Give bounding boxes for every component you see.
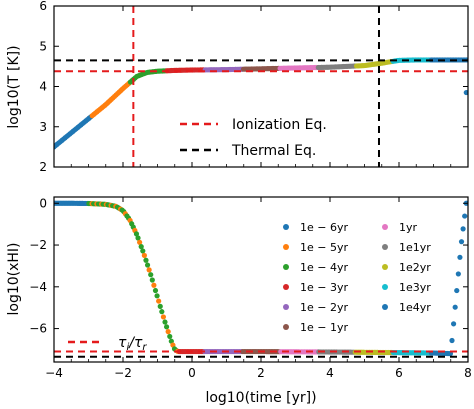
xhi-data-point	[165, 329, 171, 335]
series-legend-label: 1e − 4yr	[300, 261, 348, 274]
xhi-data-point	[152, 287, 159, 294]
xhi-panel: −4 −2 0 2 4 6 8 0 −2 −4 −6 log10(xHI) log10(time […	[6, 196, 472, 406]
temperature-y-tick-label: 5	[39, 39, 47, 53]
xhi-data-point	[137, 239, 143, 245]
xhi-data-point	[144, 262, 151, 268]
xhi-data-point	[159, 309, 165, 315]
xhi-data-point	[138, 244, 144, 250]
series-legend-marker	[283, 324, 289, 330]
legend-thermal-label: Thermal Eq.	[231, 143, 316, 159]
xhi-y-tick-label: −2	[29, 238, 47, 252]
series-legend: 1e − 6yr 1e − 5yr 1e − 4yr 1e − 3yr 1e − 2yr…	[283, 221, 431, 334]
xhi-x-tick-label: −4	[45, 366, 63, 380]
series-legend-marker	[382, 284, 388, 290]
temperature-legend: Ionization Eq. Thermal Eq.	[180, 117, 327, 159]
temperature-y-tick-label: 4	[39, 80, 47, 94]
xhi-data-point	[167, 333, 173, 340]
series-legend-marker	[382, 224, 388, 230]
xhi-data-point	[455, 271, 461, 277]
series-legend-marker	[283, 304, 289, 310]
xhi-x-tick-label: −2	[114, 366, 132, 380]
xhi-y-tick-label: 0	[39, 196, 47, 210]
xhi-data-point	[149, 277, 155, 283]
xhi-data-point	[135, 235, 141, 241]
xhi-y-tick-label: −4	[29, 280, 47, 294]
series-legend-label: 1yr	[399, 221, 418, 234]
series-legend-marker	[382, 304, 388, 310]
xhi-data-point	[157, 303, 163, 309]
temperature-y-tick-label: 6	[39, 0, 47, 13]
series-legend-marker	[382, 244, 388, 250]
temperature-y-tick-label: 3	[39, 120, 47, 134]
xhi-x-tick-label: 8	[464, 366, 472, 380]
series-legend-label: 1e1yr	[399, 241, 431, 254]
ratio-legend-label: τi/τr	[118, 335, 147, 353]
series-legend-label: 1e − 2yr	[300, 301, 348, 314]
xhi-data-point	[146, 267, 152, 273]
xhi-y-axis-label: log10(xHI)	[6, 242, 22, 315]
series-legend-label: 1e − 5yr	[300, 241, 348, 254]
xhi-data-point	[163, 324, 170, 330]
xhi-data-point	[460, 226, 466, 232]
xhi-data-point	[449, 337, 455, 344]
xhi-x-tick-label: 2	[257, 366, 265, 380]
x-axis-label: log10(time [yr])	[205, 390, 316, 406]
series-legend-label: 1e − 3yr	[300, 281, 348, 294]
xhi-data-point	[160, 314, 167, 320]
temperature-reference-lines	[54, 6, 468, 167]
ratio-legend: τi/τr	[68, 335, 147, 353]
xhi-data-point	[457, 254, 463, 260]
xhi-data-point	[462, 213, 468, 219]
series-legend-marker	[283, 224, 289, 230]
temperature-panel: 2 3 4 5 6 log10(T [K]) Ionization Eq. Therma…	[6, 0, 469, 174]
series-legend-label: 1e2yr	[399, 261, 431, 274]
series-legend-label: 1e − 6yr	[300, 221, 348, 234]
series-legend-label: 1e4yr	[399, 301, 431, 314]
xhi-data-point	[450, 321, 457, 327]
xhi-data-point	[133, 231, 140, 237]
xhi-data-point	[162, 319, 168, 325]
series-legend-marker	[283, 244, 289, 250]
temperature-outlier-point	[463, 89, 468, 96]
series-legend-marker	[382, 264, 388, 270]
temperature-y-tick-label: 2	[39, 160, 47, 174]
series-legend-marker	[283, 284, 289, 290]
xhi-data-point	[140, 248, 146, 254]
xhi-data-point	[454, 287, 460, 294]
xhi-data-point	[148, 272, 154, 278]
xhi-y-tick-label: −6	[29, 322, 47, 336]
xhi-data-point	[143, 257, 149, 263]
legend-ionization-label: Ionization Eq.	[232, 117, 327, 133]
temperature-y-axis-label: log10(T [K])	[6, 45, 22, 128]
xhi-ticks: −4 −2 0 2 4 6 8 0 −2 −4 −6	[29, 196, 472, 380]
temperature-ticks: 2 3 4 5 6	[39, 0, 469, 174]
xhi-x-tick-label: 6	[395, 366, 403, 380]
series-legend-label: 1e3yr	[399, 281, 431, 294]
xhi-data-point	[452, 304, 458, 310]
xhi-data-point	[141, 252, 147, 259]
xhi-data-point	[458, 239, 465, 245]
xhi-data-point	[154, 293, 160, 299]
xhi-x-tick-label: 0	[188, 366, 196, 380]
series-legend-marker	[283, 264, 289, 270]
xhi-x-tick-label: 4	[326, 366, 334, 380]
xhi-reference-lines	[54, 350, 468, 358]
series-legend-label: 1e − 1yr	[300, 321, 348, 334]
xhi-data-point	[156, 298, 162, 304]
xhi-data-point	[151, 282, 157, 288]
